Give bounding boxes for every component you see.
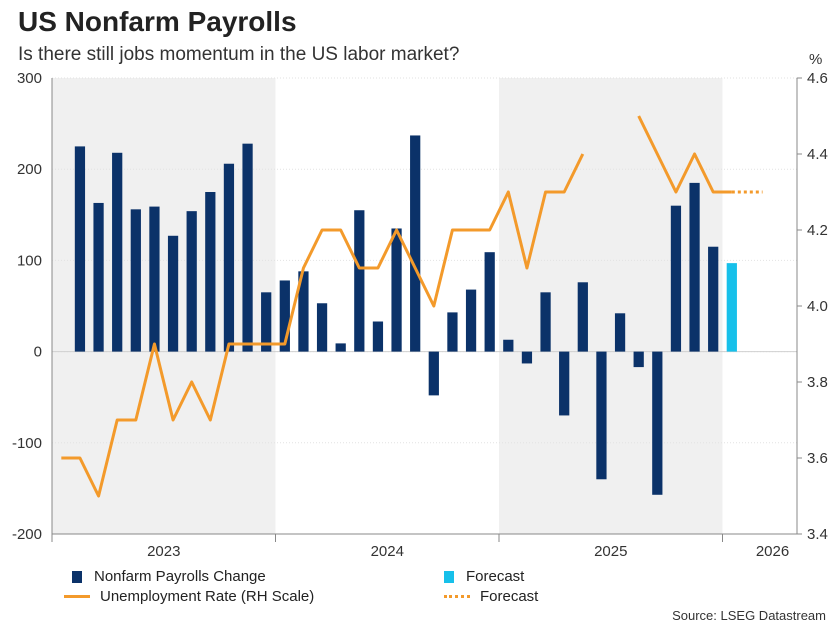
right-tick-label: 3.6	[807, 450, 828, 467]
legend-label-line-forecast: Forecast	[480, 588, 539, 605]
bar-2024-03	[316, 303, 328, 352]
legend-item-unemployment: Unemployment Rate (RH Scale)	[64, 588, 315, 605]
source-note: Source: LSEG Datastream	[672, 608, 826, 623]
bar-2025-02	[521, 351, 533, 364]
x-tick-label: 2024	[371, 543, 404, 560]
shaded-year-2023	[52, 78, 276, 534]
bar-2024-10	[447, 312, 458, 352]
unemployment-line-segment	[637, 115, 732, 194]
bar-2023-11	[242, 143, 253, 352]
bar-2023-02	[74, 146, 86, 352]
bar-2024-12	[484, 252, 495, 352]
unemployment-line-segment	[61, 153, 585, 498]
bar-2025-12	[708, 246, 719, 352]
bar-2025-07	[614, 313, 626, 352]
chart-title: US Nonfarm Payrolls	[18, 6, 297, 37]
right-tick-label: 4.6	[807, 70, 828, 87]
legend-swatch-line-forecast	[444, 595, 470, 598]
right-tick-label: 4.4	[807, 146, 828, 163]
legend-item-line-forecast: Forecast	[444, 588, 539, 605]
bar-2025-04	[559, 351, 570, 416]
bar-2025-08	[633, 351, 644, 368]
legend-label-bar-forecast: Forecast	[466, 568, 525, 585]
left-tick-label: -200	[12, 526, 42, 543]
bar-2024-02	[298, 271, 309, 352]
x-tick-label: 2023	[147, 543, 180, 560]
bar-2023-07	[167, 235, 179, 352]
bar-2023-09	[205, 192, 216, 352]
x-tick-label: 2025	[594, 543, 627, 560]
bar-2025-11	[689, 182, 700, 352]
shaded-year-2025	[499, 78, 723, 534]
right-tick-label: 3.4	[807, 526, 828, 543]
legend-label-unemployment: Unemployment Rate (RH Scale)	[100, 588, 315, 605]
legend-item-payrolls: Nonfarm Payrolls Change	[72, 568, 266, 585]
bar-2026-01	[726, 263, 737, 352]
right-tick-label: 3.8	[807, 374, 828, 391]
bar-2023-06	[149, 206, 160, 352]
bar-2024-09	[428, 351, 439, 396]
x-tick-label: 2026	[756, 543, 789, 560]
bar-2025-09	[652, 351, 663, 495]
bar-2023-05	[130, 209, 141, 352]
bar-2024-05	[354, 210, 365, 352]
bar-2025-06	[596, 351, 607, 480]
left-tick-label: -100	[12, 435, 42, 452]
bar-2024-07	[391, 228, 402, 352]
bar-2025-01	[503, 339, 514, 352]
bar-2023-04	[112, 152, 123, 352]
left-tick-label: 0	[34, 344, 42, 361]
bar-2023-08	[186, 211, 197, 352]
right-axis-unit: %	[809, 51, 822, 68]
bar-2024-08	[410, 135, 421, 352]
left-tick-label: 100	[17, 252, 42, 269]
legend-swatch-payrolls	[72, 570, 82, 583]
right-tick-label: 4.2	[807, 222, 828, 239]
bar-2025-03	[540, 292, 551, 352]
left-tick-label: 300	[17, 70, 42, 87]
bar-2025-05	[577, 282, 588, 352]
chart-subtitle: Is there still jobs momentum in the US l…	[18, 44, 460, 65]
bar-2023-12	[261, 292, 272, 352]
bar-2024-04	[335, 343, 346, 352]
bar-2023-03	[93, 202, 104, 352]
left-tick-label: 200	[17, 161, 42, 178]
legend-swatch-unemployment	[64, 595, 90, 598]
legend-swatch-bar-forecast	[444, 570, 454, 583]
right-tick-label: 4.0	[807, 298, 828, 315]
bar-2025-10	[670, 205, 682, 352]
legend-label-payrolls: Nonfarm Payrolls Change	[94, 568, 266, 585]
legend-item-bar-forecast: Forecast	[444, 568, 524, 585]
bar-2023-10	[223, 163, 235, 352]
bar-2024-11	[465, 289, 477, 352]
bar-2024-06	[372, 321, 384, 352]
bar-2024-01	[279, 280, 290, 352]
